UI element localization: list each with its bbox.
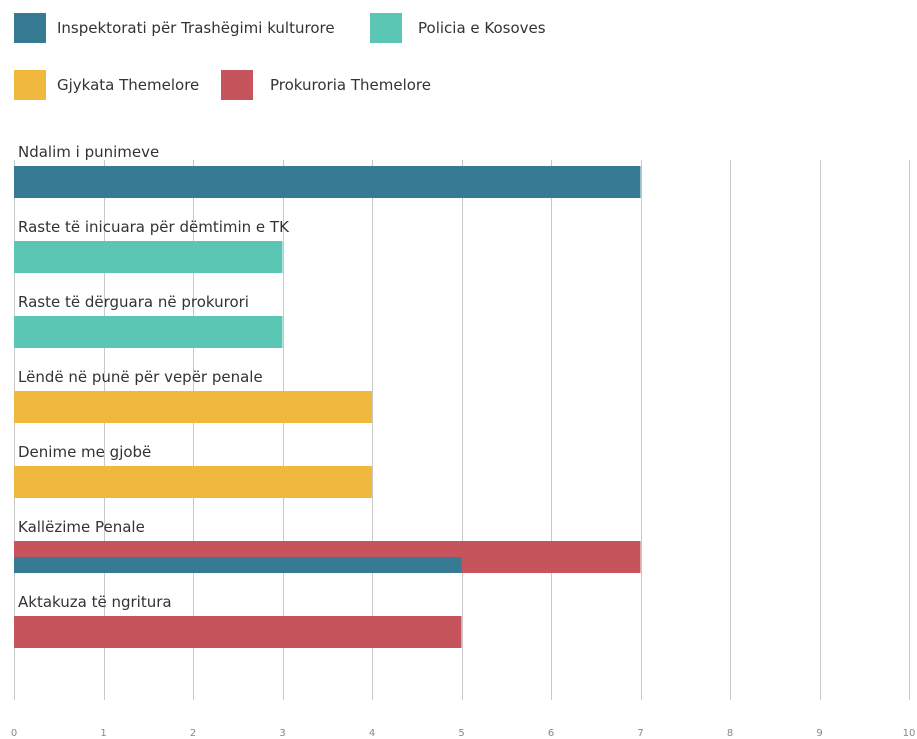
category-labels: Ndalim i punimeve Raste të inicuara për d… [18,143,290,611]
category-label: Aktakuza të ngritura [18,593,172,611]
legend-swatch [370,13,402,43]
legend-swatch [221,70,253,100]
category-label: Kallëzime Penale [18,518,145,536]
legend-swatch [14,13,46,43]
bar [14,316,283,348]
x-tick-label: 4 [369,728,375,739]
x-tick-label: 1 [100,728,106,739]
bar [14,391,372,423]
legend-label: Prokuroria Themelore [270,76,431,94]
bar [14,616,462,648]
x-tick-label: 7 [637,728,643,739]
legend-label: Policia e Kosoves [418,19,546,37]
x-tick-label: 3 [279,728,285,739]
legend-label: Inspektorati për Trashëgimi kulturore [57,19,335,37]
bar [14,166,641,198]
category-label: Denime me gjobë [18,443,151,461]
category-label: Ndalim i punimeve [18,143,159,161]
x-tick-label: 0 [11,728,17,739]
legend: Inspektorati për Trashëgimi kulturore Pol… [14,13,546,100]
x-tick-label: 10 [903,728,916,739]
bar [14,466,372,498]
bar [14,241,283,273]
category-label: Raste të inicuara për dëmtimin e TK [18,218,290,236]
x-tick-label: 9 [816,728,822,739]
bars [14,166,641,648]
x-axis-ticks: 0 1 2 3 4 5 6 7 8 9 10 [11,728,916,739]
bar [14,557,462,573]
x-tick-label: 6 [548,728,554,739]
category-label: Lëndë në punë për vepër penale [18,368,263,386]
x-tick-label: 2 [190,728,196,739]
legend-swatch [14,70,46,100]
x-tick-label: 5 [458,728,464,739]
x-tick-label: 8 [727,728,733,739]
legend-label: Gjykata Themelore [57,76,199,94]
category-label: Raste të dërguara në prokurori [18,293,249,311]
